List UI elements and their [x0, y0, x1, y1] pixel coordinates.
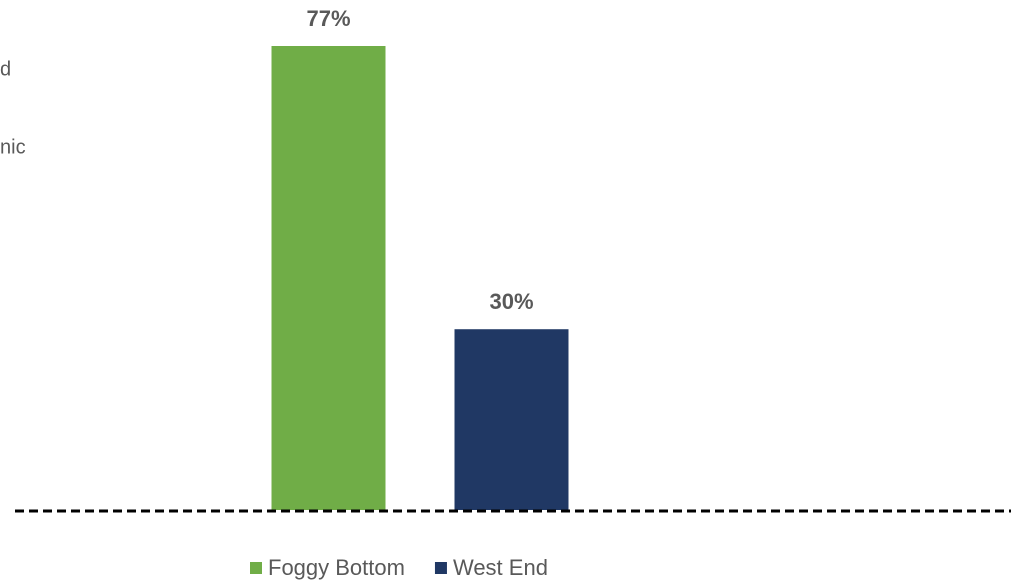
- bar: [271, 46, 386, 510]
- annotation: d: [0, 58, 11, 80]
- legend-swatch: [250, 562, 262, 574]
- bar: [454, 329, 569, 510]
- legend-swatch: [434, 562, 447, 574]
- data-label: 77%: [306, 6, 350, 31]
- legend-label: West End: [453, 555, 548, 580]
- legend-label: Foggy Bottom: [268, 555, 405, 580]
- data-label: 30%: [489, 289, 533, 314]
- annotation: nic: [0, 136, 26, 158]
